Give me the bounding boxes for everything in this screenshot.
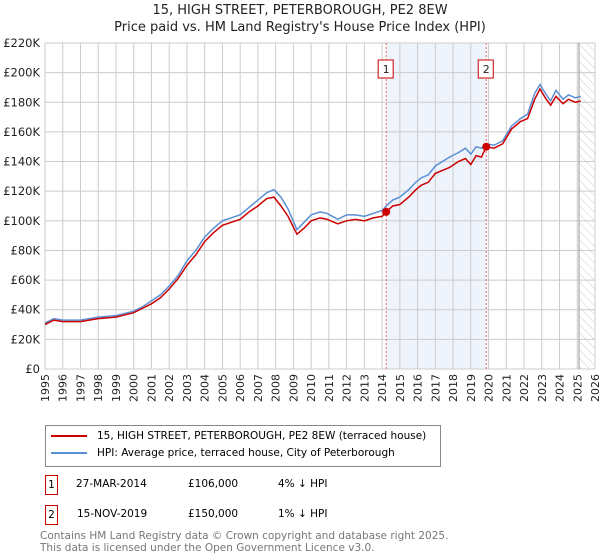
- table-row: 2 15-NOV-2019 £150,000 1% ↓ HPI: [45, 505, 445, 525]
- y-tick-label: £100K: [3, 214, 40, 228]
- x-tick-label: 1998: [92, 374, 105, 402]
- x-tick-label: 2024: [554, 374, 567, 402]
- property-line: [44, 87, 582, 326]
- transaction-marker-label: 1: [383, 63, 390, 76]
- legend-hpi: HPI: Average price, terraced house, City…: [97, 447, 395, 459]
- transaction-marker-label: 2: [483, 63, 490, 76]
- transaction-marker-box: [377, 59, 394, 79]
- y-tick-label: £80K: [11, 243, 41, 257]
- x-tick-label: 2022: [518, 374, 531, 402]
- y-tick-label: £200K: [3, 66, 40, 80]
- y-tick-label: £20K: [11, 332, 41, 346]
- x-tick-label: 2025: [571, 374, 584, 402]
- x-tick-label: 2023: [536, 374, 549, 402]
- y-tick-label: £220K: [3, 36, 40, 50]
- chart-title-line2: Price paid vs. HM Land Registry's House …: [114, 20, 486, 35]
- sale-point: [382, 207, 391, 216]
- x-tick-label: 2006: [234, 374, 247, 402]
- x-tick-label: 1999: [110, 374, 123, 402]
- hpi-delta: 1% ↓ HPI: [278, 508, 328, 520]
- x-tick-label: 2008: [270, 374, 283, 402]
- transaction-marker-box: [477, 59, 494, 79]
- x-tick-label: 2007: [252, 374, 265, 402]
- chart-title-line1: 15, HIGH STREET, PETERBOROUGH, PE2 8EW: [152, 3, 448, 18]
- x-tick-label: 2021: [500, 374, 513, 402]
- x-tick-label: 2003: [181, 374, 194, 402]
- sale-price: £150,000: [188, 508, 239, 520]
- x-tick-label: 2009: [287, 374, 300, 402]
- property-line-swatch: [51, 435, 87, 437]
- x-tick-label: 2018: [447, 374, 460, 402]
- footer: Contains HM Land Registry data © Crown c…: [40, 530, 448, 554]
- x-tick-label: 2010: [305, 374, 318, 402]
- footer-line: This data is licensed under the Open Gov…: [40, 542, 375, 554]
- x-tick-label: 2020: [483, 374, 496, 402]
- marker-badge: 2: [45, 505, 58, 525]
- x-tick-label: 1995: [39, 374, 52, 402]
- sale-date: 27-MAR-2014: [76, 478, 147, 490]
- y-tick-label: £60K: [11, 273, 41, 287]
- x-tick-label: 2014: [376, 374, 389, 402]
- y-tick-label: £0: [25, 362, 40, 376]
- hpi-line-swatch: [51, 452, 87, 454]
- x-tick-label: 2026: [589, 374, 600, 402]
- y-tick-label: £120K: [3, 184, 40, 198]
- x-tick-label: 2019: [465, 374, 478, 402]
- x-tick-label: 2017: [429, 374, 442, 402]
- y-tick-label: £160K: [3, 125, 40, 139]
- x-tick-label: 2016: [412, 374, 425, 402]
- x-tick-label: 1997: [74, 374, 87, 402]
- future-hatch: [579, 43, 595, 369]
- table-row: 1 27-MAR-2014 £106,000 4% ↓ HPI: [45, 475, 445, 495]
- x-tick-label: 2000: [128, 374, 141, 402]
- price-chart: 1995 1996 1997 1998 1999 2000 2001 2002 2003 2004…: [3, 36, 600, 402]
- x-tick-label: 2001: [145, 374, 158, 402]
- owned-period-shade: [386, 43, 487, 369]
- footer-line: Contains HM Land Registry data © Crown c…: [40, 530, 449, 542]
- x-tick-label: 1996: [57, 374, 70, 402]
- y-tick-label: £140K: [3, 155, 40, 169]
- hpi-delta: 4% ↓ HPI: [278, 478, 328, 490]
- x-tick-label: 2005: [216, 374, 229, 402]
- x-tick-label: 2013: [358, 374, 371, 402]
- legend-property: 15, HIGH STREET, PETERBOROUGH, PE2 8EW (…: [97, 430, 427, 442]
- hpi-line: [44, 83, 582, 324]
- legend: 15, HIGH STREET, PETERBOROUGH, PE2 8EW (…: [45, 425, 441, 467]
- x-tick-label: 2011: [323, 374, 336, 402]
- x-tick-label: 2002: [163, 374, 176, 402]
- sale-price: £106,000: [188, 478, 239, 490]
- x-tick-label: 2004: [199, 374, 212, 402]
- y-tick-label: £40K: [11, 303, 41, 317]
- sale-point: [482, 142, 491, 151]
- x-tick-label: 2012: [341, 374, 354, 402]
- marker-badge: 1: [45, 475, 58, 495]
- x-tick-label: 2015: [394, 374, 407, 402]
- y-tick-label: £180K: [3, 95, 40, 109]
- sale-date: 15-NOV-2019: [77, 508, 148, 520]
